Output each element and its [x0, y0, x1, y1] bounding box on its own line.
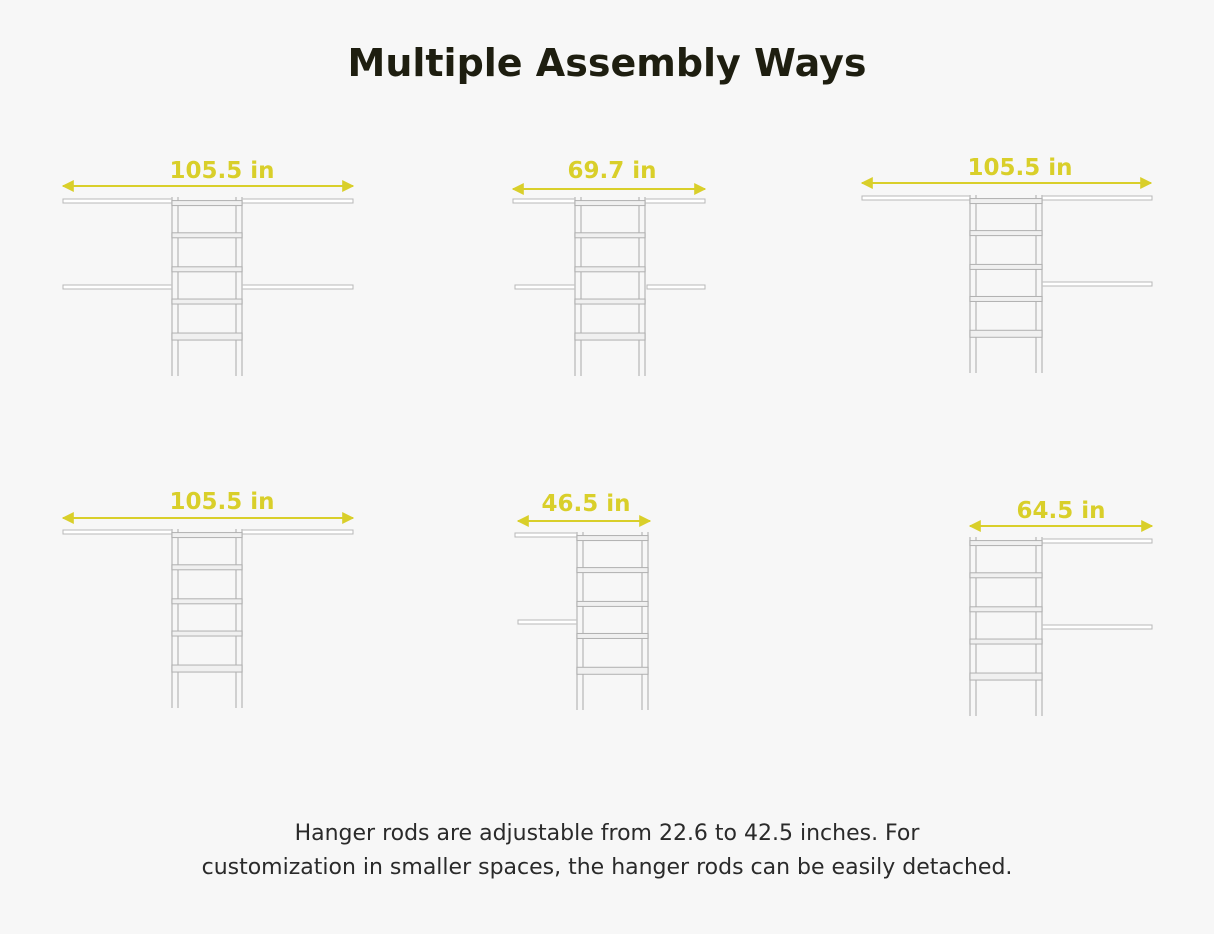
wire-shelf [576, 535, 649, 542]
dimension-label: 105.5 in [169, 489, 274, 515]
wire-shelf [171, 630, 243, 637]
hanger-rod [1041, 538, 1153, 544]
configuration: 105.5 in [860, 155, 1153, 373]
hanger-rod [241, 529, 354, 535]
hanger-rod [861, 195, 971, 201]
wire-shelf [576, 567, 649, 574]
dimension-label: 105.5 in [169, 158, 274, 184]
wire-shelf [969, 263, 1043, 270]
hanger-rod [646, 284, 706, 290]
wire-shelf [576, 600, 649, 607]
configuration: 46.5 in [514, 491, 652, 710]
hanger-rod [62, 284, 173, 290]
hanger-rod [512, 198, 576, 204]
configuration: 69.7 in [511, 158, 707, 376]
hanger-rod [62, 198, 173, 204]
dimension-label: 69.7 in [567, 158, 656, 184]
wire-shelf [969, 572, 1043, 579]
wire-shelf [969, 672, 1043, 681]
wire-shelf [969, 606, 1043, 613]
configuration: 105.5 in [61, 489, 355, 708]
dimension-label: 105.5 in [967, 155, 1072, 181]
wire-shelf [171, 232, 243, 239]
hanger-rod [241, 284, 354, 290]
wire-shelf [171, 200, 243, 207]
dimension-label: 64.5 in [1016, 498, 1105, 524]
wire-shelf [171, 266, 243, 273]
hanger-rod [514, 532, 578, 538]
configuration: 64.5 in [968, 498, 1154, 716]
hanger-rod [1041, 281, 1153, 287]
hanger-rod [517, 619, 578, 625]
wire-shelf [171, 298, 243, 305]
description-line: customization in smaller spaces, the han… [202, 855, 1013, 880]
wire-shelf [969, 230, 1043, 237]
configuration: 105.5 in [61, 158, 355, 376]
wire-shelf [171, 598, 243, 605]
hanger-rod [644, 198, 706, 204]
hanger-rod [62, 529, 173, 535]
wire-shelf [969, 540, 1043, 547]
wire-shelf [969, 198, 1043, 205]
hanger-rod [241, 198, 354, 204]
hanger-rod [1041, 195, 1153, 201]
wire-shelf [171, 664, 243, 673]
dimension-label: 46.5 in [541, 491, 630, 517]
wire-shelf [171, 564, 243, 571]
hanger-rod [1041, 624, 1153, 630]
wire-shelf [574, 332, 646, 341]
wire-shelf [574, 266, 646, 273]
wire-shelf [576, 666, 649, 675]
title: Multiple Assembly Ways [348, 41, 867, 85]
wire-shelf [574, 200, 646, 207]
wire-shelf [969, 329, 1043, 338]
wire-shelf [574, 298, 646, 305]
wire-shelf [969, 638, 1043, 645]
wire-shelf [576, 632, 649, 639]
wire-shelf [574, 232, 646, 239]
wire-shelf [171, 332, 243, 341]
description-line: Hanger rods are adjustable from 22.6 to … [295, 821, 921, 846]
hanger-rod [514, 284, 576, 290]
wire-shelf [969, 295, 1043, 302]
wire-shelf [171, 532, 243, 539]
